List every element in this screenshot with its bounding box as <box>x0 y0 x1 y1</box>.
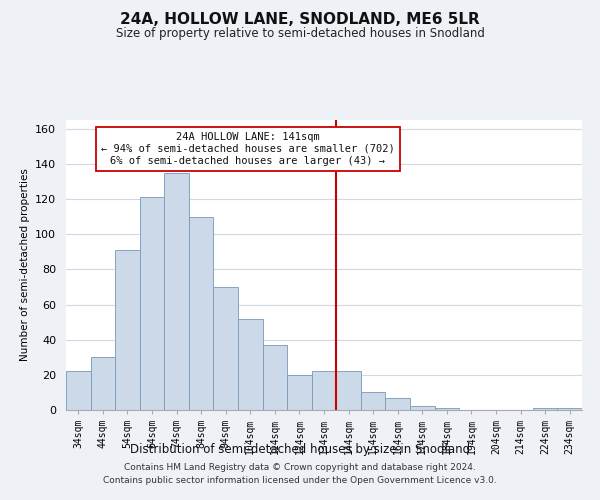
Bar <box>385 398 410 410</box>
Bar <box>336 372 361 410</box>
Bar <box>115 250 140 410</box>
Bar <box>164 172 189 410</box>
Bar <box>238 318 263 410</box>
Bar <box>214 287 238 410</box>
Text: 24A HOLLOW LANE: 141sqm
← 94% of semi-detached houses are smaller (702)
6% of se: 24A HOLLOW LANE: 141sqm ← 94% of semi-de… <box>101 132 395 166</box>
Bar <box>533 408 557 410</box>
Bar <box>140 198 164 410</box>
Bar <box>410 406 434 410</box>
Bar <box>361 392 385 410</box>
Bar <box>287 375 312 410</box>
Bar <box>189 216 214 410</box>
Bar <box>557 408 582 410</box>
Bar <box>312 372 336 410</box>
Bar <box>91 358 115 410</box>
Bar <box>66 372 91 410</box>
Bar <box>263 345 287 410</box>
Text: 24A, HOLLOW LANE, SNODLAND, ME6 5LR: 24A, HOLLOW LANE, SNODLAND, ME6 5LR <box>120 12 480 28</box>
Text: Distribution of semi-detached houses by size in Snodland: Distribution of semi-detached houses by … <box>130 442 470 456</box>
Text: Contains HM Land Registry data © Crown copyright and database right 2024.
Contai: Contains HM Land Registry data © Crown c… <box>103 464 497 485</box>
Bar <box>434 408 459 410</box>
Y-axis label: Number of semi-detached properties: Number of semi-detached properties <box>20 168 29 362</box>
Text: Size of property relative to semi-detached houses in Snodland: Size of property relative to semi-detach… <box>116 28 484 40</box>
